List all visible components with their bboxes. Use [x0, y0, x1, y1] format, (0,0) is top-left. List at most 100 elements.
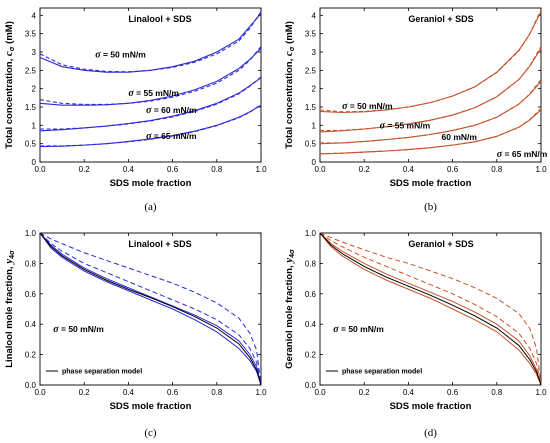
- y-tick-label: 0.4: [25, 320, 37, 329]
- y-axis-label: Total concentration, cσ (mM): [3, 21, 16, 149]
- curve-annotation-0: σ = 50 mN/m: [53, 324, 104, 335]
- series-2-dashed: [39, 232, 262, 386]
- curve-annotation-3: σ = 65 mN/m: [146, 131, 197, 142]
- y-tick-label: 0.8: [25, 259, 37, 268]
- x-tick-label: 0.2: [359, 165, 371, 174]
- y-tick-label: 3: [312, 48, 317, 57]
- y-tick-label: 0.0: [305, 381, 317, 390]
- series-3-solid: [319, 109, 542, 155]
- y-tick-label: 1: [312, 121, 317, 130]
- series-3-solid: [39, 104, 262, 148]
- series-0-solid: [319, 232, 542, 386]
- curve-annotation-2: σ = 60 mN/m: [146, 105, 197, 116]
- y-tick-label: 2: [32, 85, 37, 94]
- x-tick-label: 0.6: [447, 388, 459, 397]
- x-tick-label: 0.8: [211, 388, 223, 397]
- series-2-solid: [39, 77, 262, 132]
- y-tick-label: 0.0: [25, 381, 37, 390]
- y-tick-label: 3.5: [305, 30, 317, 39]
- y-tick-label: 0.6: [305, 290, 317, 299]
- x-axis-label: SDS mole fraction: [110, 401, 192, 412]
- series-4-solid: [39, 232, 262, 386]
- curve-annotation-0: σ = 50 mN/m: [333, 324, 384, 335]
- series-0-solid: [39, 13, 262, 73]
- y-tick-label: 1.0: [305, 229, 317, 238]
- series-0-solid: [319, 11, 542, 114]
- panel-caption: (c): [144, 427, 157, 439]
- plot-frame: [319, 7, 542, 163]
- y-tick-label: 0.5: [305, 140, 317, 149]
- plot-frame: [39, 7, 262, 163]
- legend-label: phase separation model: [62, 369, 142, 376]
- x-tick-label: 1.0: [255, 388, 267, 397]
- series-3-dashed: [319, 108, 542, 155]
- series-3-dashed: [319, 232, 542, 386]
- curve-annotation-0: σ = 50 mN/m: [95, 50, 146, 61]
- curve-annotation-3: σ = 65 mN/m: [497, 149, 548, 160]
- y-tick-label: 1.5: [305, 103, 317, 112]
- series-2-dashed: [319, 232, 542, 386]
- x-tick-label: 1.0: [535, 165, 547, 174]
- y-tick-label: 0.2: [305, 351, 317, 360]
- series-1-solid: [39, 47, 262, 106]
- plot-frame: [39, 232, 262, 386]
- y-tick-label: 2.5: [305, 66, 317, 75]
- y-tick-label: 4: [32, 11, 37, 20]
- y-tick-label: 0: [32, 158, 37, 167]
- x-tick-label: 0.8: [491, 388, 503, 397]
- curve-annotation-2: 60 mN/m: [442, 132, 478, 142]
- chart-title: Geraniol + SDS: [408, 239, 473, 249]
- plot-frame: [319, 232, 542, 386]
- series-0-solid: [39, 232, 262, 386]
- chart-title: Geraniol + SDS: [408, 14, 473, 24]
- y-axis-label: Total concentration, cσ (mM): [283, 21, 296, 149]
- panel-b: 0.0 0.2 0.4 0.6 0.8 1.0 0 0.5 1 1.5 2 2.5 3 3.5 4 Geran…: [283, 7, 548, 213]
- y-tick-label: 0.5: [25, 140, 37, 149]
- y-tick-label: 4: [312, 11, 317, 20]
- panel-caption: (b): [424, 201, 437, 213]
- y-tick-label: 0.4: [305, 320, 317, 329]
- y-tick-label: 0.8: [305, 259, 317, 268]
- series-3-dashed: [39, 232, 262, 386]
- series-1-solid: [319, 48, 542, 133]
- panel-d: 0.0 0.2 0.4 0.6 0.8 1.0 0.0 0.2 0.4 0.6 0.8 1.0 Gera…: [283, 229, 547, 439]
- panel-a: 0.0 0.2 0.4 0.6 0.8 1.0 0 0.5 1 1.5 2 2.5 3 3.5 4 Linal…: [3, 7, 267, 213]
- x-tick-label: 0.8: [211, 165, 223, 174]
- panel-c: 0.0 0.2 0.4 0.6 0.8 1.0 0.0 0.2 0.4 0.6 0.8 1.0 Lina…: [3, 229, 267, 439]
- x-tick-label: 0.0: [34, 165, 46, 174]
- curve-annotation-1: σ = 55 mN/m: [128, 88, 179, 99]
- chart-title: Linalool + SDS: [128, 14, 191, 24]
- y-tick-label: 0.2: [25, 351, 37, 360]
- curve-annotation-0: σ = 50 mN/m: [342, 101, 393, 112]
- x-axis-label: SDS mole fraction: [110, 178, 192, 189]
- y-axis-label: Geraniol mole fraction, y4σ: [283, 249, 296, 369]
- chart-title: Linalool + SDS: [128, 239, 191, 249]
- y-tick-label: 0.6: [25, 290, 37, 299]
- series-1-solid: [319, 232, 542, 386]
- panel-caption: (d): [424, 427, 437, 439]
- x-tick-label: 0.6: [447, 165, 459, 174]
- series-1-solid: [39, 232, 262, 386]
- x-axis-label: SDS mole fraction: [390, 178, 472, 189]
- y-tick-label: 0: [312, 158, 317, 167]
- y-tick-label: 1.5: [25, 103, 37, 112]
- series-2-solid: [319, 80, 542, 145]
- y-tick-label: 3: [32, 48, 37, 57]
- y-tick-label: 1.0: [25, 229, 37, 238]
- x-tick-label: 0.6: [167, 165, 179, 174]
- x-tick-label: 0.6: [167, 388, 179, 397]
- x-tick-label: 0.2: [359, 388, 371, 397]
- x-tick-label: 0.0: [314, 388, 326, 397]
- y-tick-label: 2: [312, 85, 317, 94]
- x-tick-label: 0.4: [403, 165, 415, 174]
- x-tick-label: 0.8: [491, 165, 503, 174]
- y-tick-label: 2.5: [25, 66, 37, 75]
- y-tick-label: 1: [32, 121, 37, 130]
- series-4-solid: [319, 232, 542, 386]
- curve-annotation-1: σ = 55 mN/m: [380, 120, 431, 131]
- y-tick-label: 3.5: [25, 30, 37, 39]
- x-tick-label: 0.2: [79, 388, 91, 397]
- x-tick-label: 0.4: [403, 388, 415, 397]
- x-tick-label: 1.0: [255, 165, 267, 174]
- x-tick-label: 1.0: [535, 388, 547, 397]
